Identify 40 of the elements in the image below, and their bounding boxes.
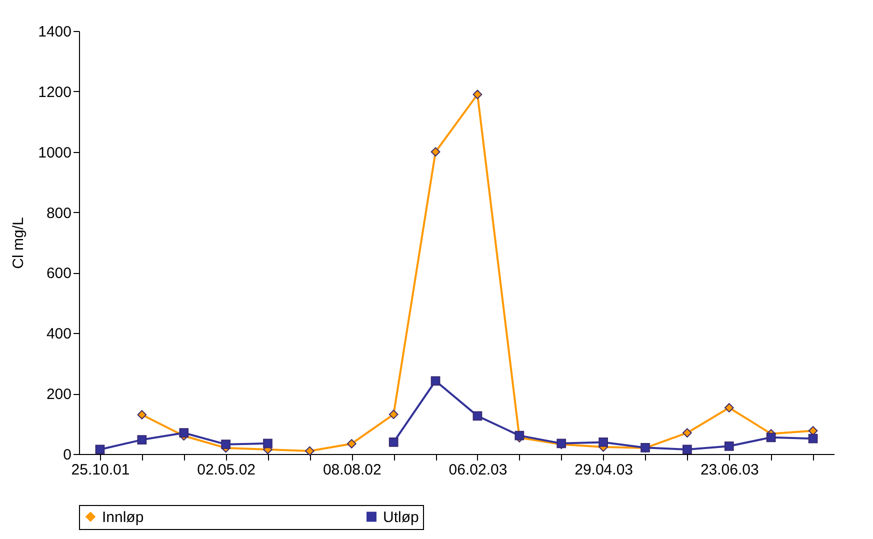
point — [263, 438, 272, 448]
point — [388, 438, 398, 447]
point — [514, 430, 524, 440]
point — [430, 376, 440, 386]
x-tick-label: 02.05.02 — [197, 462, 256, 478]
point — [430, 147, 440, 157]
point — [137, 435, 147, 444]
point — [724, 441, 734, 451]
y-tick-label: 600 — [46, 265, 72, 282]
point — [305, 446, 314, 456]
y-tick-label: 1200 — [38, 84, 72, 101]
point — [808, 426, 818, 436]
x-tick-label: 06.02.03 — [448, 462, 508, 478]
point — [724, 403, 734, 412]
x-tick-label: 23.06.03 — [700, 462, 759, 478]
y-tick-label: 400 — [46, 326, 72, 343]
y-tick-label: 200 — [46, 386, 72, 404]
legend-label: Innløp — [102, 508, 144, 526]
point — [221, 440, 230, 450]
x-tick-label: 25.10.01 — [71, 462, 130, 478]
point — [472, 411, 482, 421]
y-tick-label: 1000 — [38, 144, 72, 162]
point — [682, 444, 692, 454]
legend-label: Utløp — [383, 508, 419, 526]
y-tick-label: 800 — [46, 204, 72, 222]
point — [766, 432, 776, 442]
point — [137, 410, 147, 420]
point — [598, 438, 608, 447]
y-tick-label: 1400 — [38, 24, 72, 40]
x-tick-label: 08.08.02 — [322, 462, 382, 478]
point — [95, 444, 105, 454]
point — [472, 90, 482, 100]
point — [682, 428, 692, 438]
y-axis-title: Cl mg/L — [10, 217, 28, 269]
point — [388, 410, 398, 420]
point — [346, 439, 356, 448]
y-tick-label: 0 — [63, 446, 72, 464]
x-tick-label: 29.04.03 — [574, 462, 633, 478]
point — [179, 428, 189, 438]
point — [808, 434, 818, 444]
